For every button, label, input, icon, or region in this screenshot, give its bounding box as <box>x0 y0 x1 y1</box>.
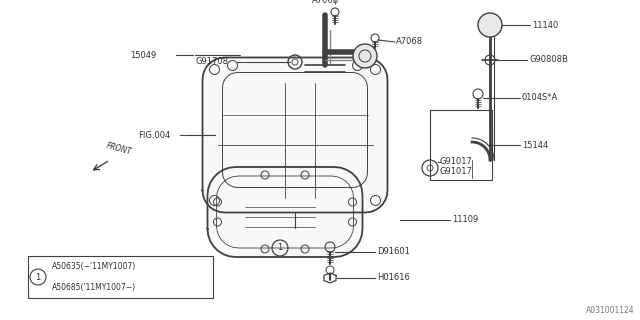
Text: D91601: D91601 <box>377 247 410 257</box>
Text: 1: 1 <box>277 244 283 252</box>
Text: 11109: 11109 <box>452 215 478 225</box>
Text: A031001124: A031001124 <box>586 306 635 315</box>
Text: A50635(−'11MY1007): A50635(−'11MY1007) <box>52 262 136 271</box>
Text: A50685('11MY1007−): A50685('11MY1007−) <box>52 283 136 292</box>
Bar <box>430 110 492 180</box>
Text: 11140: 11140 <box>532 20 558 29</box>
Text: FIG.004: FIG.004 <box>138 131 170 140</box>
Text: A7068: A7068 <box>312 0 339 5</box>
Text: G90808B: G90808B <box>529 55 568 65</box>
FancyBboxPatch shape <box>28 256 213 298</box>
Text: 15049: 15049 <box>130 51 156 60</box>
Circle shape <box>353 44 377 68</box>
Text: G91017: G91017 <box>440 167 473 177</box>
Text: G91017: G91017 <box>440 157 473 166</box>
Text: FRONT: FRONT <box>105 141 132 157</box>
Text: G91708: G91708 <box>195 58 228 67</box>
Text: H01616: H01616 <box>377 274 410 283</box>
Polygon shape <box>207 167 362 257</box>
Text: 1: 1 <box>35 273 40 282</box>
Text: 15144: 15144 <box>522 140 548 149</box>
Text: 0104S*A: 0104S*A <box>522 93 558 102</box>
Text: A7068: A7068 <box>396 37 423 46</box>
Circle shape <box>478 13 502 37</box>
Polygon shape <box>202 58 387 212</box>
